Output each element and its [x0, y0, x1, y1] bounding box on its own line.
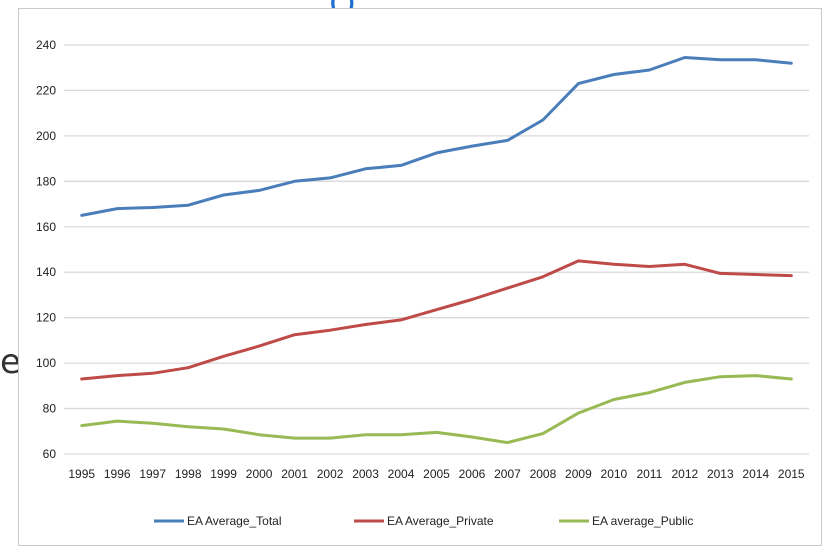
y-tick-label: 220: [36, 83, 56, 97]
legend-label-2: EA Average_Private: [387, 514, 494, 528]
cropped-text-fragment: e: [0, 342, 21, 382]
x-tick-label: 2003: [352, 467, 379, 481]
x-tick-label: 2007: [494, 467, 521, 481]
x-tick-label: 1997: [139, 467, 166, 481]
x-tick-label: 1995: [68, 467, 95, 481]
legend: EA Average_Total EA Average_Private EA ave…: [154, 514, 693, 528]
x-tick-label: 2000: [246, 467, 273, 481]
series-lines: [80, 56, 793, 445]
x-tick-label: 1998: [175, 467, 202, 481]
series-line-1: [80, 56, 793, 217]
y-tick-label: 180: [36, 174, 56, 188]
y-tick-label: 140: [36, 265, 56, 279]
x-tick-label: 2015: [778, 467, 805, 481]
x-tick-label: 1999: [210, 467, 237, 481]
x-tick-label: 2009: [565, 467, 592, 481]
y-tick-label: 100: [36, 356, 56, 370]
y-tick-label: 200: [36, 129, 56, 143]
x-tick-label: 2005: [423, 467, 450, 481]
series-line-3: [80, 374, 793, 445]
x-tick-label: 2010: [601, 467, 628, 481]
x-tick-label: 2014: [742, 467, 769, 481]
x-tick-label: 2012: [671, 467, 698, 481]
x-tick-label: 2008: [530, 467, 557, 481]
x-tick-label: 2002: [317, 467, 344, 481]
chart-frame: 60 80 100 120 140 160 180 200 220 240 1995 1996 1997…: [18, 8, 822, 546]
line-chart: 60 80 100 120 140 160 180 200 220 240 1995 1996 1997…: [36, 38, 809, 528]
legend-label-1: EA Average_Total: [187, 514, 282, 528]
y-tick-label: 240: [36, 38, 56, 52]
x-tick-label: 2013: [707, 467, 734, 481]
y-tick-label: 120: [36, 311, 56, 325]
legend-label-3: EA average_Public: [592, 514, 693, 528]
x-tick-label: 1996: [104, 467, 131, 481]
x-tick-label: 2004: [388, 467, 415, 481]
x-tick-label: 2001: [281, 467, 308, 481]
x-tick-label: 2006: [459, 467, 486, 481]
series-line-2: [80, 259, 793, 381]
y-tick-label: 160: [36, 220, 56, 234]
x-tick-label: 2011: [636, 467, 662, 481]
gridlines: [64, 44, 809, 455]
axes: 60 80 100 120 140 160 180 200 220 240 1995 1996 1997…: [36, 38, 805, 481]
y-tick-label: 80: [43, 402, 57, 416]
y-tick-label: 60: [43, 447, 57, 461]
